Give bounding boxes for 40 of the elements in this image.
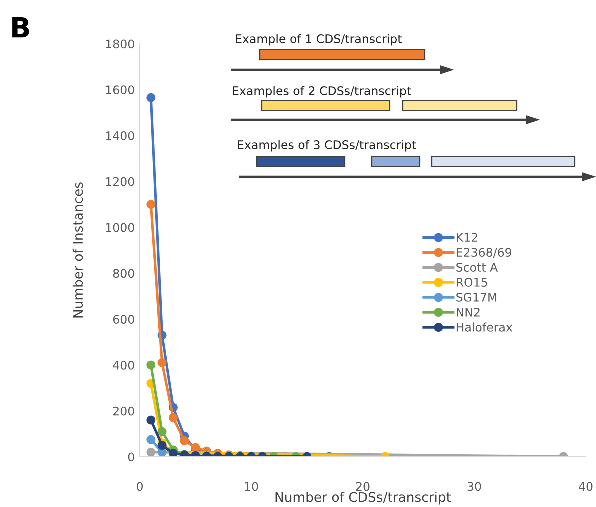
y-tick-label: 400 <box>113 360 134 370</box>
annotation: Examples of 2 CDSs/transcript <box>233 86 412 98</box>
point <box>146 360 156 370</box>
point <box>146 448 156 457</box>
legend-label: Haloferax <box>456 322 513 332</box>
point <box>180 436 190 446</box>
point <box>191 443 200 452</box>
y-axis-title: Number of Instances <box>72 182 84 318</box>
annotation: Example of 1 CDS/transcript <box>236 34 402 46</box>
legend-label: K12 <box>456 233 478 242</box>
legend-label: SG17M <box>456 293 497 302</box>
y-tick-label: 800 <box>113 269 134 278</box>
y-tick-label: 1600 <box>106 86 134 95</box>
point <box>158 427 167 436</box>
point <box>146 200 156 210</box>
text: B <box>12 17 30 38</box>
x-tick-label: 30 <box>468 482 482 492</box>
y-tick-label: 1400 <box>106 132 134 140</box>
point <box>146 416 156 425</box>
x-axis-title: Number of CDSs/transcript <box>276 492 452 505</box>
x-tick-label: 10 <box>245 482 258 492</box>
legend-label: RO15 <box>456 278 488 287</box>
legend-label: NN2 <box>456 308 480 317</box>
y-tick-label: 200 <box>113 406 134 416</box>
point <box>168 413 178 423</box>
x-tick-label: 0 <box>137 482 143 492</box>
y-tick-label: 600 <box>113 315 134 324</box>
legend-label: E2368/69 <box>456 248 512 258</box>
y-tick-label: 1000 <box>106 223 134 232</box>
point <box>158 358 167 368</box>
annotation: Examples of 3 CDSs/transcript <box>238 140 416 152</box>
y-tick-label: 0 <box>128 452 134 462</box>
x-tick-label: 40 <box>579 482 593 492</box>
point <box>146 93 156 102</box>
point <box>146 435 156 444</box>
legend-label: Scott A <box>456 263 498 272</box>
point <box>158 441 167 450</box>
x-tick-label: 20 <box>356 482 370 492</box>
y-tick-label: 1800 <box>106 40 134 49</box>
y-tick-label: 1200 <box>106 177 134 186</box>
